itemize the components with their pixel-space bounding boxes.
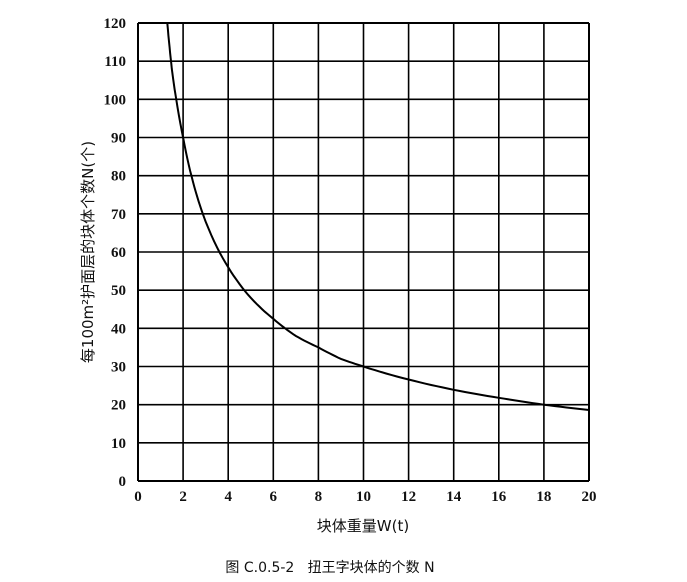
y-tick-label: 10: [111, 436, 126, 452]
y-tick-label: 70: [111, 207, 126, 223]
y-tick-label: 80: [111, 169, 126, 185]
x-tick-label: 4: [224, 489, 232, 505]
x-tick-label: 10: [356, 489, 371, 505]
y-tick-label: 50: [111, 283, 126, 299]
y-tick-label: 40: [111, 321, 126, 337]
y-tick-label: 0: [119, 474, 127, 490]
x-tick-label: 18: [536, 489, 551, 505]
grid: [137, 22, 590, 482]
x-tick-label: 16: [491, 489, 507, 505]
y-tick-label: 20: [111, 398, 126, 414]
chart-title: 图 C.0.5-2 扭王字块体的个数 N: [225, 560, 434, 576]
x-tick-label: 20: [582, 489, 597, 505]
x-tick-label: 14: [446, 489, 462, 505]
y-tick-label: 100: [104, 92, 127, 108]
x-tick-label: 8: [315, 489, 323, 505]
y-axis-label: 每100m²护面层的块体个数N(个): [79, 141, 97, 363]
x-tick-labels: 0 2 4 6 8 10 12 14 16 18 20: [134, 489, 596, 505]
y-tick-label: 90: [111, 131, 126, 147]
y-tick-label: 60: [111, 245, 126, 261]
x-axis-label: 块体重量W(t): [317, 517, 409, 535]
x-tick-label: 2: [179, 489, 187, 505]
y-tick-label: 30: [111, 360, 126, 376]
y-tick-labels: 0 10 20 30 40 50 60 70 80 90 100 110 120: [104, 16, 127, 490]
x-tick-label: 6: [270, 489, 278, 505]
y-tick-label: 110: [104, 54, 126, 70]
series-line-N: [166, 22, 590, 411]
y-tick-label: 120: [104, 16, 127, 32]
x-tick-label: 0: [134, 489, 142, 505]
x-tick-label: 12: [401, 489, 416, 505]
